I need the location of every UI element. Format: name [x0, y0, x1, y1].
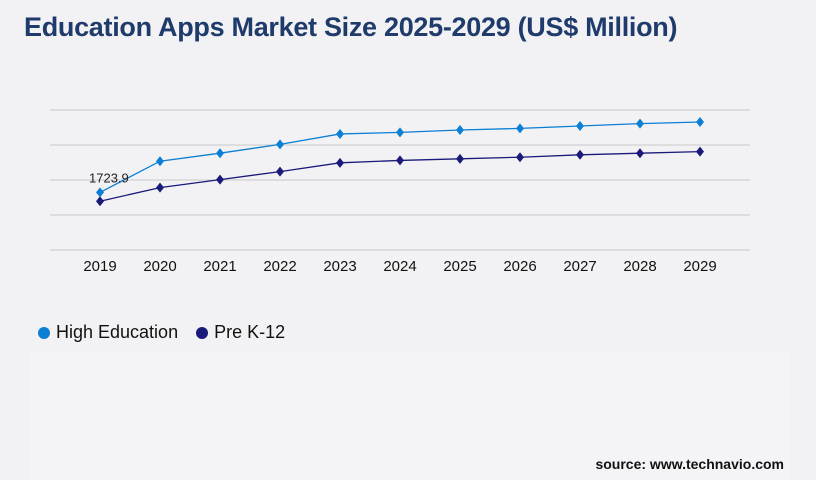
legend-marker-icon — [38, 326, 50, 339]
data-point — [216, 148, 224, 159]
data-point — [156, 182, 164, 193]
legend-item-pre-k12[interactable]: Pre K-12 — [196, 322, 285, 343]
x-tick-label: 2024 — [383, 258, 416, 275]
data-label: 1723.9 — [89, 170, 129, 185]
x-tick-label: 2027 — [563, 258, 596, 275]
data-point — [696, 146, 704, 157]
data-point — [516, 123, 524, 134]
x-tick-label: 2023 — [323, 258, 356, 275]
legend-item-high-education[interactable]: High Education — [38, 322, 178, 343]
legend: High Education Pre K-12 — [38, 322, 285, 343]
data-point — [456, 153, 464, 164]
source-credit: source: www.technavio.com — [595, 456, 784, 472]
data-point — [276, 139, 284, 150]
data-point — [276, 166, 284, 177]
data-point — [96, 187, 104, 198]
chart-title: Education Apps Market Size 2025-2029 (US… — [24, 12, 678, 42]
x-tick-label: 2019 — [83, 258, 116, 275]
data-point — [396, 155, 404, 166]
x-tick-label: 2028 — [623, 258, 656, 275]
x-tick-label: 2026 — [503, 258, 536, 275]
data-point — [156, 156, 164, 167]
x-tick-label: 2021 — [203, 258, 236, 275]
data-point — [576, 149, 584, 160]
data-point — [336, 157, 344, 168]
x-tick-label: 2025 — [443, 258, 476, 275]
x-tick-label: 2022 — [263, 258, 296, 275]
lower-panel — [30, 352, 790, 480]
data-point — [636, 118, 644, 129]
x-tick-label: 2020 — [143, 258, 176, 275]
data-point — [516, 152, 524, 163]
legend-marker-icon — [196, 326, 209, 339]
data-point — [96, 196, 104, 207]
data-point — [456, 125, 464, 136]
data-point — [576, 121, 584, 132]
line-chart: 2019 2020 2021 2022 2023 2024 2025 2026 2027 2028… — [50, 109, 750, 275]
x-tick-label: 2029 — [683, 258, 716, 275]
data-point — [216, 174, 224, 185]
data-point — [396, 127, 404, 138]
legend-label: High Education — [56, 322, 179, 342]
legend-label: Pre K-12 — [214, 322, 286, 342]
data-point — [696, 117, 704, 128]
data-point — [636, 148, 644, 159]
data-point — [336, 128, 344, 139]
